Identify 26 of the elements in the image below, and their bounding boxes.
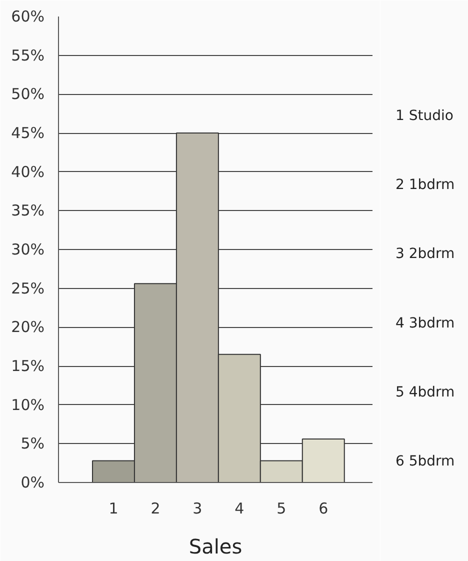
text: 5 4bdrm [395,384,455,401]
text: 1 Studio [395,108,454,124]
x-tick-label: 2 [150,500,160,518]
text: 6 5bdrm [395,454,455,470]
x-tick-label: 3 [192,500,202,518]
y-tick-label: 55% [11,46,45,64]
y-tick-label: 35% [11,202,45,220]
y-tick-label: 5% [20,434,44,453]
y-tick-label: 15% [11,357,45,375]
text: 4 3bdrm [395,315,455,332]
y-tick-label: 0% [20,474,44,492]
y-tick-label: 25% [11,279,45,298]
text: 3 2bdrm [395,246,455,262]
y-tick-label: 60% [11,8,45,26]
x-tick-label: 6 [318,500,328,518]
y-tick-label: 20% [11,318,45,336]
x-tick-label: 1 [108,500,118,518]
text: 2 1bdrm [395,176,455,193]
x-tick-label: 5 [276,500,286,518]
y-tick-label: 10% [11,396,45,414]
y-tick-label: 45% [11,124,45,142]
x-tick-label: 4 [234,500,244,518]
y-tick-label: 30% [11,240,45,258]
y-tick-label: 40% [11,162,45,181]
y-tick-label: 50% [11,85,45,104]
x-axis-title: Sales [188,534,242,558]
